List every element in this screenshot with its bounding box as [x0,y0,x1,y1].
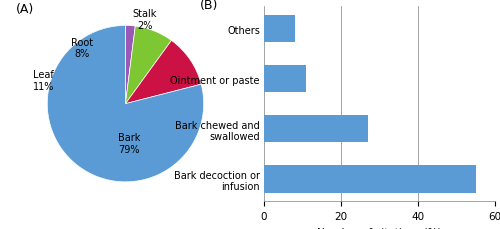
Wedge shape [126,41,201,104]
Text: (A): (A) [16,3,34,16]
Text: (B): (B) [200,0,218,12]
Bar [264,65,306,93]
Text: Root
8%: Root 8% [72,37,94,59]
Bar [264,115,368,143]
Bar [264,165,476,193]
Wedge shape [48,26,203,182]
X-axis label: Number of citations (%): Number of citations (%) [318,227,442,229]
Text: Leaf
11%: Leaf 11% [32,70,54,92]
Wedge shape [126,27,172,104]
Wedge shape [126,26,136,104]
Text: Bark
79%: Bark 79% [118,132,141,154]
Text: Stalk
2%: Stalk 2% [133,9,157,31]
Bar [264,16,295,43]
